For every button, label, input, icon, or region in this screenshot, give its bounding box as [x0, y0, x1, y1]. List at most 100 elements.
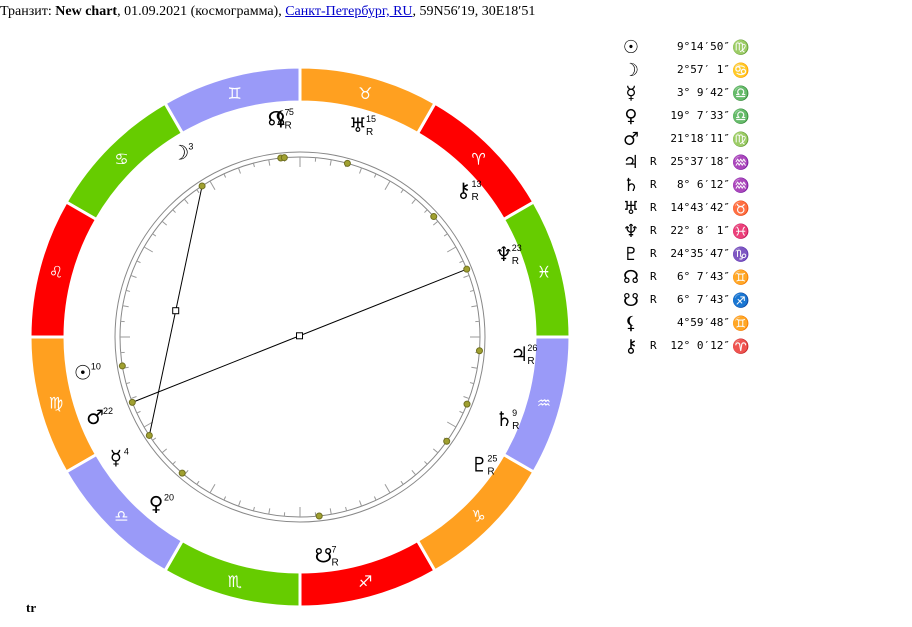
south-node-icon: ☋ — [315, 544, 333, 568]
saturn-icon: ♄ — [622, 175, 640, 196]
degree-tick — [459, 260, 464, 264]
planet-degree-pluto: 25 — [487, 453, 497, 463]
chart-header: Транзит: New chart, 01.09.2021 (космогра… — [0, 4, 700, 24]
degree-tick — [446, 246, 457, 253]
planet-dot-venus — [178, 469, 186, 477]
retrograde-flag: R — [650, 201, 657, 214]
planet-degree-uranus: 15 — [366, 114, 376, 124]
virgo-icon: ♍ — [49, 393, 63, 412]
planet-degree-venus: 20 — [164, 492, 174, 502]
sign-icon: ♈ — [732, 339, 750, 355]
sign-icon: ♎ — [732, 109, 750, 125]
planet-degree-neptune: 23 — [512, 243, 522, 253]
mars-icon: ♂ — [86, 405, 104, 429]
lilith-icon: ⚸ — [274, 106, 289, 130]
degree-tick — [268, 159, 271, 166]
degree-tick — [223, 496, 227, 501]
retrograde-mark-saturn: R — [512, 421, 519, 432]
position-degree: 9°14′50″ — [677, 40, 730, 53]
position-row-chiron: ⚷ R 12° 0′12″ ♈ — [620, 337, 770, 360]
mercury-icon: ☿ — [110, 445, 122, 469]
planet-dot-moon — [198, 182, 206, 190]
planet-dot-mercury — [145, 431, 153, 439]
degree-tick — [373, 496, 377, 501]
sign-icon: ♉ — [732, 201, 750, 217]
degree-tick — [143, 421, 154, 428]
retrograde-flag: R — [650, 247, 657, 260]
position-degree: 19° 7′33″ — [670, 109, 730, 122]
retrograde-flag: R — [650, 155, 657, 168]
location-link[interactable]: Санкт-Петербург, RU — [285, 4, 413, 19]
pisces-icon: ♓ — [537, 263, 551, 282]
retrograde-mark-jupiter: R — [527, 356, 534, 367]
chart-details: , 01.09.2021 (космограмма), — [117, 4, 286, 19]
position-degree: 6° 7′43″ — [677, 293, 730, 306]
chart-name: New chart — [55, 4, 118, 19]
position-degree: 24°35′47″ — [670, 247, 730, 260]
position-degree: 25°37′18″ — [670, 155, 730, 168]
position-row-sun: ☉ 9°14′50″ ♍ — [620, 38, 770, 61]
position-row-north-node: ☊ R 6° 7′43″ ♊ — [620, 268, 770, 291]
planet-dot-mars — [128, 398, 136, 406]
moon-icon: ☽ — [622, 60, 640, 81]
degree-tick — [373, 173, 377, 178]
sign-icon: ♍ — [732, 40, 750, 56]
sign-icon: ♓ — [732, 224, 750, 240]
planet-degree-north-node: 7 — [285, 107, 290, 117]
planet-degree-south-node: 7 — [331, 545, 336, 555]
jupiter-icon: ♃ — [622, 152, 640, 173]
degree-tick — [471, 366, 478, 369]
retrograde-mark-uranus: R — [366, 127, 373, 138]
header-prefix: Транзит: — [0, 4, 56, 19]
cancer-icon: ♋ — [114, 149, 128, 168]
position-degree: 3° 9′42″ — [677, 86, 730, 99]
degree-tick — [130, 274, 137, 278]
degree-tick — [345, 506, 348, 511]
position-row-saturn: ♄ R 8° 6′12″ ♒ — [620, 176, 770, 199]
mars-icon: ♂ — [622, 129, 640, 150]
position-row-moon: ☽ 2°57′ 1″ ♋ — [620, 61, 770, 84]
retrograde-mark-south-node: R — [331, 558, 338, 569]
position-degree: 2°57′ 1″ — [677, 63, 730, 76]
aspect-lines — [132, 185, 467, 436]
aspect-midpoint-marker — [172, 307, 180, 315]
degree-tick — [252, 163, 255, 168]
sign-icon: ♐ — [732, 293, 750, 309]
degree-tick — [359, 500, 363, 507]
degree-tick — [411, 198, 417, 205]
degree-tick — [183, 198, 189, 205]
pluto-icon: ♇ — [622, 244, 640, 265]
position-degree: 12° 0′12″ — [670, 339, 730, 352]
moon-icon: ☽ — [171, 140, 189, 164]
mercury-icon: ☿ — [625, 83, 637, 104]
degree-tick — [172, 461, 176, 465]
planet-degree-sun: 10 — [91, 361, 101, 371]
degree-tick — [209, 483, 216, 494]
sagittarius-icon: ♐ — [358, 572, 372, 591]
degree-tick — [432, 220, 439, 226]
retrograde-mark-neptune: R — [512, 256, 519, 267]
chart-footer-label: tr — [26, 600, 37, 615]
sign-icon: ♎ — [732, 86, 750, 102]
degree-tick — [400, 189, 404, 194]
degree-tick — [432, 448, 439, 454]
retrograde-mark-chiron: R — [471, 192, 478, 203]
degree-tick — [384, 483, 391, 494]
retrograde-flag: R — [650, 293, 657, 306]
coordinates: , 59N56′19, 30E18′51 — [412, 4, 536, 19]
planet-dot-pluto — [443, 437, 451, 445]
degree-tick — [411, 469, 417, 476]
degree-tick — [136, 260, 141, 264]
degree-tick — [161, 220, 168, 226]
uranus-icon: ♅ — [349, 113, 367, 137]
lilith-icon: ⚸ — [624, 313, 638, 334]
degree-tick — [237, 167, 241, 174]
aspect-midpoint-marker — [296, 332, 304, 340]
degree-tick — [122, 305, 129, 308]
planet-degree-jupiter: 26 — [527, 343, 537, 353]
position-row-south-node: ☋ R 6° 7′43″ ♐ — [620, 291, 770, 314]
retrograde-flag: R — [650, 339, 657, 352]
degree-tick — [268, 508, 271, 515]
degree-tick — [400, 480, 404, 485]
degree-tick — [252, 506, 255, 511]
